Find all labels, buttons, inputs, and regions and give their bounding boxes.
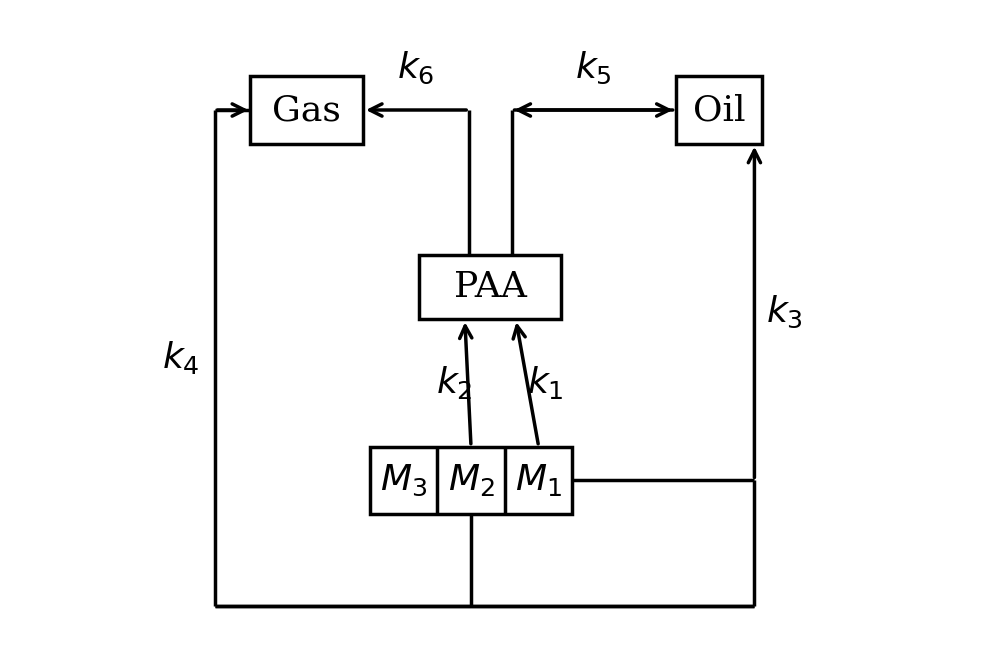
Text: $k_3$: $k_3$	[766, 294, 803, 330]
FancyBboxPatch shape	[419, 255, 561, 319]
Text: $M_3$: $M_3$	[380, 463, 427, 498]
Text: Oil: Oil	[693, 93, 745, 127]
Text: $M_1$: $M_1$	[515, 463, 562, 498]
Text: $k_6$: $k_6$	[397, 49, 435, 86]
FancyBboxPatch shape	[370, 447, 572, 514]
Text: $k_1$: $k_1$	[527, 365, 564, 401]
Text: $k_4$: $k_4$	[162, 340, 199, 376]
Text: Gas: Gas	[272, 93, 341, 127]
FancyBboxPatch shape	[676, 76, 762, 144]
Text: $M_2$: $M_2$	[448, 463, 494, 498]
Text: $k_2$: $k_2$	[436, 365, 472, 401]
Text: PAA: PAA	[454, 270, 527, 304]
Text: $k_5$: $k_5$	[575, 49, 612, 86]
FancyBboxPatch shape	[250, 76, 363, 144]
